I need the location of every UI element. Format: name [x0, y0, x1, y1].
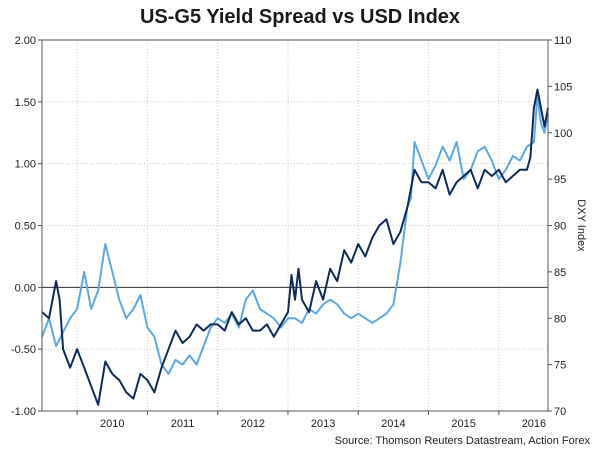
yield-spread-line: [41, 88, 549, 406]
right-tick-label: 105: [554, 81, 572, 93]
right-tick-label: 100: [554, 128, 572, 140]
left-tick-label: 0.00: [15, 282, 36, 294]
left-tick-label: 0.50: [15, 221, 36, 233]
x-tick-label: 2015: [451, 418, 475, 430]
right-axis-title: DXY Index: [575, 199, 587, 252]
series-lines: [41, 88, 549, 406]
chart-title: US-G5 Yield Spread vs USD Index: [139, 6, 461, 28]
left-y-axis-ticks: -1.00 -0.50 0.00 0.50 1.00 1.50 2.00: [11, 35, 42, 418]
right-tick-label: 70: [554, 406, 566, 418]
x-axis-ticks: 2010 2011 2012 2013 2014 2015 2016: [76, 411, 546, 430]
left-tick-label: 1.00: [15, 159, 36, 171]
right-tick-label: 85: [554, 267, 566, 279]
right-tick-label: 75: [554, 360, 566, 372]
dxy-index-line: [41, 94, 549, 375]
right-y-axis-ticks: 70 75 80 85 90 95 100 105 110: [548, 35, 572, 418]
x-tick-label: 2013: [311, 418, 335, 430]
right-tick-label: 95: [554, 174, 566, 186]
grid-lines: [42, 39, 548, 412]
x-tick-label: 2014: [381, 418, 405, 430]
x-tick-label: 2011: [171, 418, 195, 430]
source-note: Source: Thomson Reuters Datastream, Acti…: [335, 435, 591, 447]
x-tick-label: 2012: [241, 418, 265, 430]
left-tick-label: 2.00: [15, 35, 36, 47]
left-tick-label: 1.50: [15, 97, 36, 109]
x-tick-label: 2016: [522, 418, 546, 430]
right-tick-label: 90: [554, 221, 566, 233]
right-tick-label: 80: [554, 313, 566, 325]
left-tick-label: -1.00: [11, 406, 36, 418]
left-tick-label: -0.50: [11, 344, 36, 356]
right-tick-label: 110: [554, 35, 572, 47]
x-tick-label: 2010: [100, 418, 124, 430]
